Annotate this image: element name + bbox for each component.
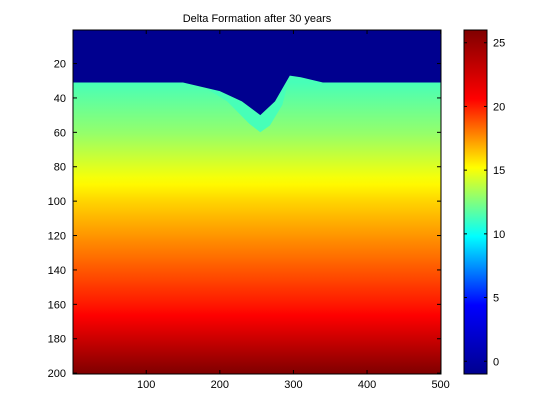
colorbar-tick-label: 0 [493, 356, 499, 368]
delta-deposit [183, 75, 290, 133]
y-tick-label: 160 [48, 299, 66, 311]
colorbar-tick-label: 15 [493, 165, 505, 177]
water-region [73, 30, 441, 116]
heatmap-plot-area [72, 29, 442, 375]
x-tick-label: 400 [358, 379, 376, 391]
colorbar-tick-label: 25 [493, 38, 505, 50]
x-tick-label: 200 [211, 379, 229, 391]
x-tick-label: 300 [284, 379, 302, 391]
colorbar-gradient [463, 29, 488, 375]
colorbar-tick-label: 20 [493, 101, 505, 113]
y-tick-label: 180 [48, 334, 66, 346]
x-tick-label: 100 [137, 379, 155, 391]
y-tick-label: 40 [54, 93, 66, 105]
y-tick-label: 200 [48, 368, 66, 380]
y-tick-label: 120 [48, 231, 66, 243]
colorbar-tick-label: 10 [493, 229, 505, 241]
y-tick-label: 60 [54, 127, 66, 139]
plot-frame [72, 29, 442, 375]
y-tick-label: 140 [48, 265, 66, 277]
y-tick-label: 20 [54, 59, 66, 71]
x-axis: 100 200 300 400 500 [137, 30, 450, 391]
colorbar: 0 5 10 15 20 25 [463, 29, 505, 375]
colorbar-tick-label: 5 [493, 293, 499, 305]
x-tick-label: 500 [431, 379, 449, 391]
y-axis: 20 40 60 80 100 120 140 160 180 200 [48, 59, 441, 380]
chart-title: Delta Formation after 30 years [183, 13, 332, 25]
y-tick-label: 80 [54, 162, 66, 174]
y-tick-label: 100 [48, 196, 66, 208]
